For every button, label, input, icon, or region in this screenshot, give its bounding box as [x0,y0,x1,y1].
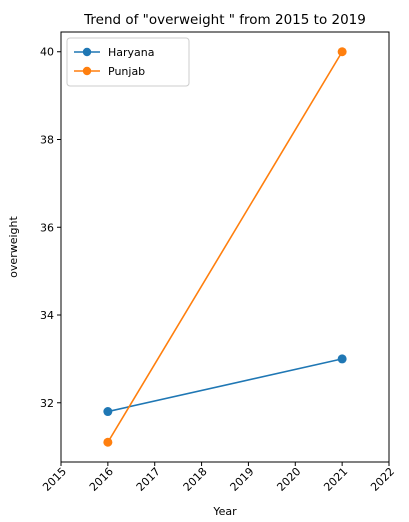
y-axis-label: overweight [7,216,20,278]
x-tick-label: 2020 [274,465,303,494]
y-tick-label: 38 [40,134,54,147]
data-point [103,407,113,417]
y-tick-label: 36 [40,221,54,234]
x-tick-label: 2019 [228,465,257,494]
data-point [337,47,347,57]
y-axis: 32 34 36 38 40 [40,46,61,410]
chart-title: Trend of "overweight " from 2015 to 2019 [83,12,366,28]
plot-frame [60,31,390,463]
series-layer [103,47,347,447]
x-tick-label: 2017 [134,465,163,494]
y-tick-label: 40 [40,46,54,59]
legend-label: Haryana [108,46,155,59]
x-tick-label: 2022 [368,465,397,494]
x-axis-label: Year [212,505,237,518]
y-tick-label: 32 [40,397,54,410]
series-line [107,358,343,413]
legend-swatch-marker [82,66,92,76]
x-tick-label: 2015 [40,465,69,494]
legend-box [66,37,190,87]
legend-swatch-marker [82,47,92,57]
data-point [337,354,347,364]
x-tick-label: 2016 [87,465,116,494]
x-tick-label: 2021 [321,465,350,494]
data-point [103,437,113,447]
y-tick-label: 34 [40,309,54,322]
x-tick-label: 2018 [181,465,210,494]
legend-label: Punjab [108,65,145,78]
series-line [107,51,343,443]
x-axis: 2015 2016 2017 2018 2019 2020 2021 2022 [40,462,397,494]
legend: Haryana Punjab [66,37,190,87]
